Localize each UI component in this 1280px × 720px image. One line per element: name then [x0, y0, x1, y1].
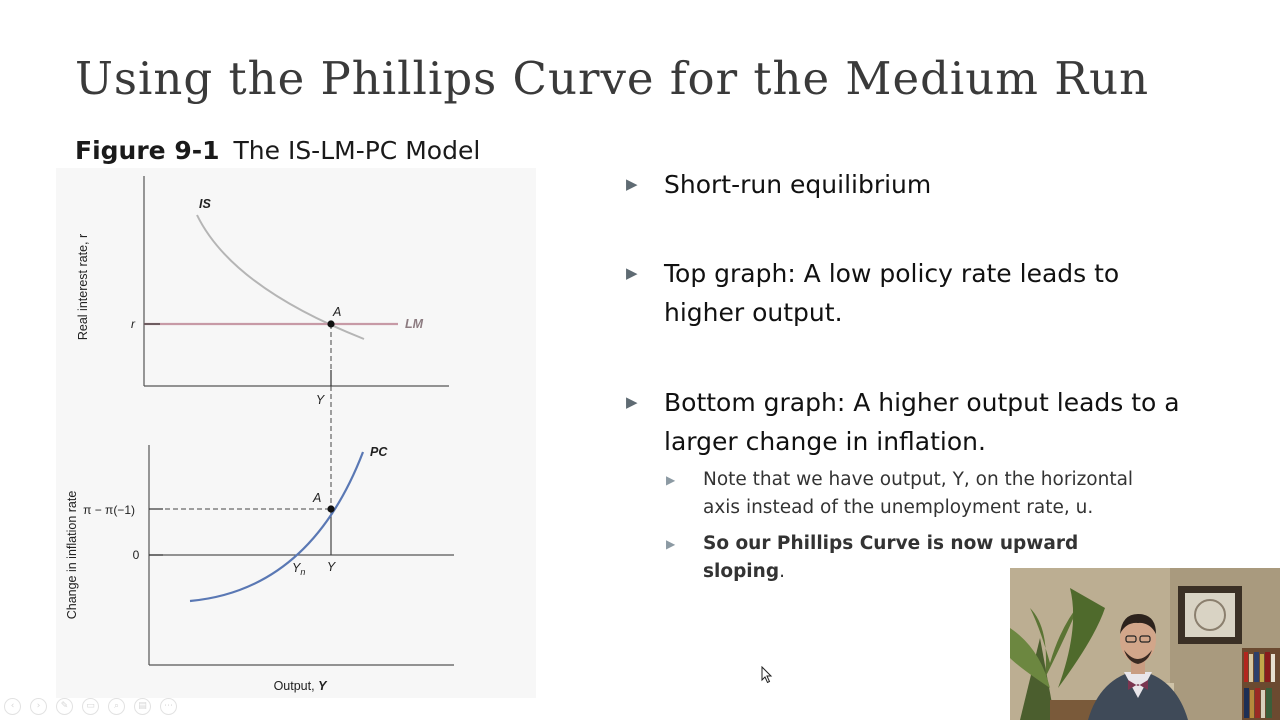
top-y-tick-label: Y — [316, 393, 326, 407]
point-a-label-top: A — [332, 305, 341, 319]
is-lm-pc-figure: Real interest rate, r r IS LM A Y Change… — [65, 176, 454, 693]
x-axis-label-prefix: Output, — [274, 679, 318, 693]
pc-label: PC — [370, 445, 388, 459]
subtitles-icon[interactable]: ▤ — [134, 698, 151, 715]
sub-bullet-text: Note that we have output, Y, on the hori… — [703, 469, 1134, 518]
equilibrium-point-top — [327, 320, 335, 328]
pi-tick-label: π − π(−1) — [83, 503, 135, 517]
slides-icon[interactable]: ▭ — [82, 698, 99, 715]
is-curve — [196, 214, 365, 340]
yn-subscript: n — [300, 567, 305, 577]
bullet-item-3: ▶ Bottom graph: A higher output leads to… — [626, 383, 1186, 461]
bullet-item-1: ▶ Short-run equilibrium — [626, 165, 1186, 204]
slide-title: Using the Phillips Curve for the Medium … — [75, 52, 1150, 105]
figure-number: Figure 9-1 — [75, 136, 220, 165]
bullet-item-2: ▶ Top graph: A low policy rate leads to … — [626, 254, 1186, 332]
mouse-cursor-icon — [761, 666, 773, 684]
pen-icon[interactable]: ✎ — [56, 698, 73, 715]
zero-tick-label: 0 — [133, 548, 140, 562]
sub-bullet-item-2: ▶ So our Phillips Curve is now upward sl… — [666, 530, 1166, 586]
r-tick-label: r — [131, 317, 136, 331]
bullet-text: Bottom graph: A higher output leads to a… — [664, 388, 1180, 456]
figure-caption: Figure 9-1 The IS-LM-PC Model — [75, 136, 480, 165]
sub-bullet-item-1: ▶ Note that we have output, Y, on the ho… — [666, 466, 1166, 522]
next-slide-icon[interactable]: › — [30, 698, 47, 715]
bullet-arrow-icon: ▶ — [626, 393, 638, 411]
sub-bullet-text: So our Phillips Curve is now upward slop… — [703, 530, 1166, 586]
yn-tick-label: Yn — [292, 561, 305, 577]
player-controls: ‹ › ✎ ▭ ⌕ ▤ ⋯ — [4, 698, 177, 716]
previous-slide-icon[interactable]: ‹ — [4, 698, 21, 715]
yn-main: Y — [292, 561, 302, 575]
bottom-y-axis-label: Change in inflation rate — [65, 491, 79, 620]
bottom-x-axis-label: Output, Y — [274, 679, 328, 693]
bullet-arrow-icon: ▶ — [626, 264, 638, 282]
zoom-icon[interactable]: ⌕ — [108, 698, 125, 715]
bullet-text: Top graph: A low policy rate leads to hi… — [664, 259, 1120, 327]
sub-bullet-tail: . — [779, 561, 785, 582]
presenter-video[interactable] — [1010, 568, 1280, 720]
is-label: IS — [199, 197, 211, 211]
sub-bullet-arrow-icon: ▶ — [666, 537, 676, 551]
figure-panel — [56, 168, 536, 698]
sub-bullet-bold-text: So our Phillips Curve is now upward slop… — [703, 533, 1079, 582]
top-y-axis-label: Real interest rate, r — [76, 234, 90, 340]
x-axis-label-var: Y — [318, 679, 328, 693]
lm-label: LM — [405, 317, 424, 331]
sub-bullet-arrow-icon: ▶ — [666, 473, 676, 487]
presenter-video-frame — [1010, 568, 1280, 720]
bottom-y-tick-label: Y — [327, 560, 337, 574]
bullet-arrow-icon: ▶ — [626, 175, 638, 193]
figure-title: The IS-LM-PC Model — [233, 136, 481, 165]
equilibrium-point-bottom — [327, 505, 335, 513]
bullet-text: Short-run equilibrium — [664, 170, 932, 199]
pc-curve — [189, 451, 365, 603]
more-icon[interactable]: ⋯ — [160, 698, 177, 715]
point-a-label-bottom: A — [312, 491, 321, 505]
